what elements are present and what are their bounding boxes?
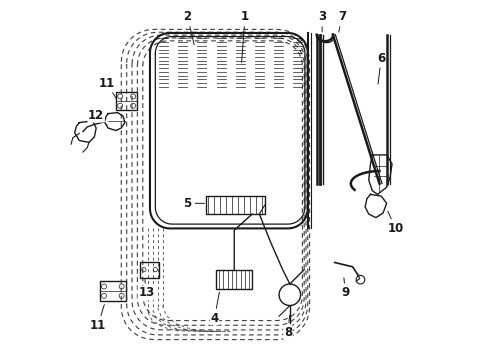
Text: 9: 9 — [342, 278, 349, 300]
Text: 11: 11 — [90, 305, 106, 332]
Text: 4: 4 — [210, 292, 220, 325]
Text: 8: 8 — [284, 315, 292, 339]
Text: 3: 3 — [318, 10, 326, 32]
Bar — [100, 281, 126, 301]
Text: 6: 6 — [377, 51, 386, 84]
Text: 10: 10 — [388, 211, 404, 235]
Text: 12: 12 — [88, 109, 107, 125]
Text: 11: 11 — [99, 77, 116, 99]
Bar — [116, 92, 137, 110]
Text: 13: 13 — [138, 280, 154, 300]
Text: 7: 7 — [338, 10, 346, 32]
Bar — [205, 196, 265, 214]
Bar — [140, 262, 159, 278]
Text: 2: 2 — [184, 10, 194, 45]
Text: 1: 1 — [241, 10, 249, 63]
Text: 5: 5 — [183, 197, 204, 210]
Bar — [216, 270, 252, 289]
